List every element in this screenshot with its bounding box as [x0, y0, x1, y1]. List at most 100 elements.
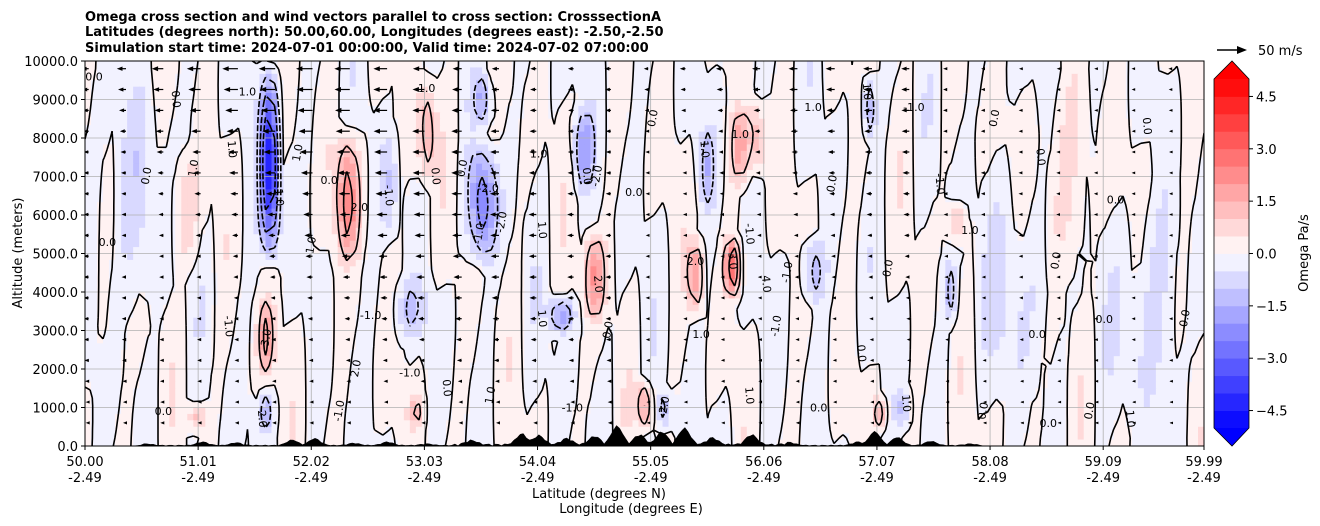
omega-cell: [265, 144, 273, 152]
omega-cell: [638, 67, 646, 75]
omega-cell: [1059, 176, 1067, 184]
omega-cell: [524, 176, 531, 184]
omega-cell: [325, 61, 333, 69]
omega-cell: [133, 189, 140, 197]
omega-cell: [403, 73, 411, 81]
omega-cell: [518, 131, 525, 139]
omega-cell: [1065, 157, 1073, 165]
omega-cell: [271, 131, 279, 139]
omega-cell: [295, 112, 303, 120]
omega-cell: [680, 99, 688, 107]
omega-cell: [85, 105, 92, 113]
omega-cell: [1041, 105, 1049, 113]
omega-cell: [133, 118, 140, 126]
omega-cell: [500, 189, 507, 197]
omega-cell: [1065, 150, 1073, 158]
omega-cell: [205, 105, 212, 113]
omega-cell: [277, 176, 285, 184]
omega-cell: [656, 125, 664, 133]
omega-cell: [482, 195, 489, 203]
omega-cell: [578, 118, 585, 126]
omega-cell: [253, 176, 261, 184]
omega-cell: [494, 61, 501, 69]
omega-cell: [782, 73, 790, 81]
omega-cell: [566, 202, 573, 210]
omega-cell: [1017, 202, 1025, 210]
omega-cell: [740, 182, 748, 190]
omega-cell: [175, 144, 182, 152]
omega-cell: [139, 118, 146, 126]
omega-cell: [193, 144, 200, 152]
omega-cell: [1041, 170, 1049, 178]
omega-cell: [861, 131, 868, 139]
omega-cell: [981, 118, 989, 126]
omega-cell: [831, 176, 838, 184]
omega-cell: [999, 170, 1007, 178]
omega-cell: [620, 202, 628, 210]
omega-cell: [265, 150, 273, 158]
omega-cell: [620, 221, 628, 229]
omega-cell: [608, 227, 616, 235]
omega-cell: [1059, 112, 1067, 120]
omega-cell: [1107, 170, 1115, 178]
omega-cell: [115, 105, 122, 113]
omega-cell: [1095, 150, 1103, 158]
omega-cell: [716, 61, 724, 69]
omega-cell: [488, 125, 495, 133]
omega-cell: [596, 202, 603, 210]
omega-cell: [229, 182, 237, 190]
omega-cell: [187, 105, 194, 113]
omega-cell: [151, 131, 158, 139]
omega-cell: [421, 157, 429, 165]
omega-cell: [145, 202, 152, 210]
omega-cell: [776, 112, 784, 120]
omega-cell: [933, 61, 940, 69]
omega-cell: [891, 61, 898, 69]
omega-cell: [1119, 86, 1127, 94]
omega-cell: [891, 125, 898, 133]
omega-cell: [103, 144, 110, 152]
omega-cell: [578, 176, 585, 184]
omega-cell: [1023, 144, 1031, 152]
omega-cell: [337, 202, 345, 210]
omega-cell: [915, 170, 922, 178]
omega-cell: [506, 138, 513, 146]
omega-cell: [981, 80, 989, 88]
omega-cell: [596, 73, 603, 81]
omega-cell: [524, 125, 531, 133]
omega-cell: [217, 176, 224, 184]
omega-cell: [109, 182, 116, 190]
omega-cell: [758, 195, 766, 203]
omega-cell: [403, 61, 411, 69]
omega-cell: [373, 99, 381, 107]
omega-cell: [211, 202, 218, 210]
omega-cell: [464, 157, 471, 165]
omega-cell: [193, 195, 200, 203]
omega-cell: [187, 221, 194, 229]
omega-cell: [277, 215, 285, 223]
omega-cell: [620, 163, 628, 171]
omega-cell: [764, 67, 772, 75]
omega-cell: [993, 144, 1001, 152]
omega-cell: [1101, 144, 1109, 152]
omega-cell: [963, 170, 970, 178]
omega-cell: [1113, 215, 1121, 223]
omega-cell: [674, 176, 682, 184]
omega-cell: [1005, 99, 1013, 107]
omega-cell: [596, 215, 603, 223]
omega-cell: [879, 182, 886, 190]
omega-cell: [1155, 221, 1163, 229]
omega-cell: [91, 86, 98, 94]
omega-cell: [843, 86, 850, 94]
omega-cell: [476, 67, 483, 75]
omega-cell: [620, 208, 628, 216]
omega-cell: [879, 189, 886, 197]
omega-cell: [1035, 170, 1043, 178]
omega-cell: [439, 208, 447, 216]
omega-cell: [464, 163, 471, 171]
omega-cell: [458, 195, 465, 203]
omega-cell: [259, 67, 267, 75]
omega-cell: [698, 61, 706, 69]
omega-cell: [1161, 182, 1169, 190]
omega-cell: [662, 157, 670, 165]
